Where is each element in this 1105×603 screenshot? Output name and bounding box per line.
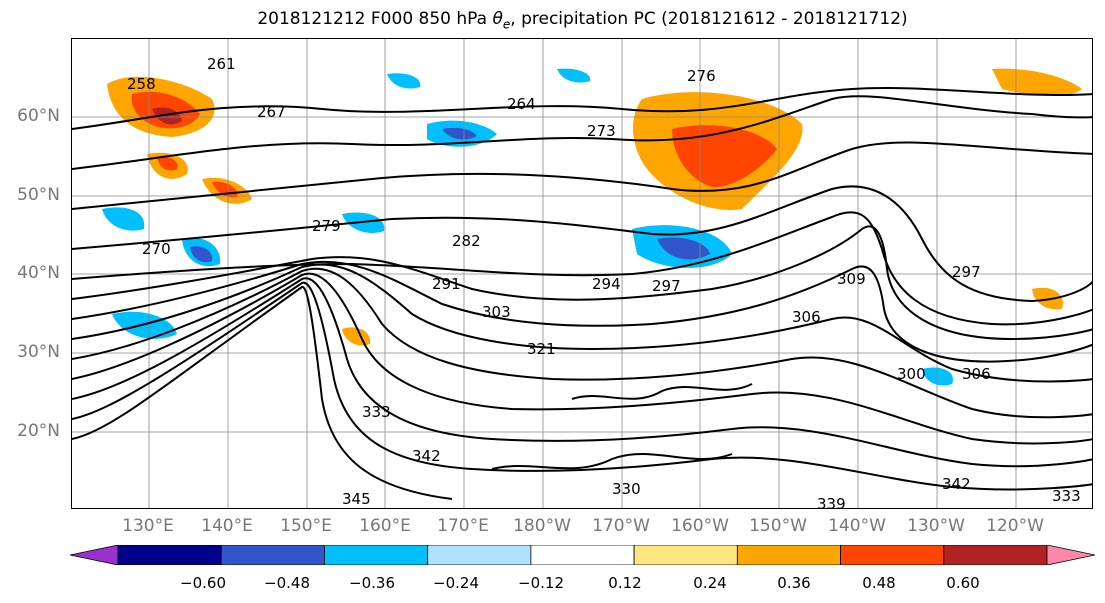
contour-label: 294 [592, 275, 621, 293]
contour-label: 339 [817, 495, 846, 509]
contour-label: 273 [587, 122, 616, 140]
precip-positive-patch [672, 125, 777, 188]
lon-label-130w: 130°W [907, 516, 965, 536]
contour-label: 261 [207, 55, 236, 73]
colorbar-segment [324, 545, 429, 565]
colorbar-segments [70, 545, 1095, 565]
contour-labels: 258 261 264 267 270 273 276 279 282 291 … [127, 55, 1081, 509]
colorbar-extend-max [1046, 545, 1095, 565]
precip-negative-patch [190, 246, 213, 263]
contour-label: 330 [612, 480, 641, 498]
precip-negative-patch [387, 73, 421, 89]
precip-negative-patch [102, 207, 145, 231]
precip-positive-patch [342, 327, 371, 346]
precip-positive-patch [152, 107, 182, 125]
lon-label-160w: 160°W [671, 516, 729, 536]
contour-label: 345 [342, 490, 371, 508]
map-title: 2018121212 F000 850 hPa θe, precipitatio… [257, 9, 908, 32]
colorbar [70, 545, 1095, 565]
precip-positive-patch [992, 68, 1082, 96]
lon-label-170w: 170°W [592, 516, 650, 536]
contour-label: 270 [142, 240, 171, 258]
lat-label-30n: 30°N [17, 342, 60, 362]
colorbar-segment [427, 545, 532, 565]
colorbar-tick-label: −0.12 [518, 574, 564, 592]
colorbar-tick-label: 0.60 [946, 574, 980, 592]
contour-label: 306 [792, 308, 821, 326]
lon-label-180w: 180°W [513, 516, 571, 536]
lon-label-170e: 170°E [437, 516, 489, 536]
contour-label: 264 [507, 95, 536, 113]
colorbar-extend-min [70, 545, 119, 565]
lat-label-50n: 50°N [17, 185, 60, 205]
colorbar-segment [530, 545, 635, 565]
colorbar-tick-label: −0.36 [349, 574, 395, 592]
contour-label: 306 [962, 365, 991, 383]
colorbar-tick-label: −0.24 [433, 574, 479, 592]
precip-positive-patch [157, 156, 178, 171]
lat-label-40n: 40°N [17, 263, 60, 283]
precip-negative-patch [557, 68, 591, 83]
contour-label: 333 [1052, 487, 1081, 505]
colorbar-segment [736, 545, 841, 565]
precip-negative-patch [657, 237, 710, 260]
contour-label: 282 [452, 232, 481, 250]
colorbar-tick-label: 0.48 [862, 574, 896, 592]
contour-label: 276 [687, 67, 716, 85]
lon-label-130e: 130°E [122, 516, 174, 536]
contour-label: 342 [412, 447, 441, 465]
precip-negative-patch [442, 127, 477, 140]
colorbar-segment [633, 545, 738, 565]
contour-label: 303 [482, 303, 511, 321]
contour-label: 300 [897, 365, 926, 383]
precip-positive-patch [1032, 287, 1063, 310]
colorbar-segment [220, 545, 325, 565]
colorbar-tick-label: −0.60 [180, 574, 226, 592]
lat-label-20n: 20°N [17, 421, 60, 441]
colorbar-segment [840, 545, 945, 565]
lon-label-160e: 160°E [359, 516, 411, 536]
contour-label: 258 [127, 75, 156, 93]
map-canvas: 258 261 264 267 270 273 276 279 282 291 … [72, 39, 1092, 509]
theta-e-contours [72, 86, 1092, 500]
colorbar-segment [943, 545, 1048, 565]
contour-label: 267 [257, 103, 286, 121]
precip-negative-patch [922, 367, 953, 386]
lon-label-150w: 150°W [749, 516, 807, 536]
contour-label: 297 [952, 263, 981, 281]
lon-label-150e: 150°E [280, 516, 332, 536]
contour-label: 309 [837, 270, 866, 288]
lon-label-140w: 140°W [828, 516, 886, 536]
lon-label-140e: 140°E [201, 516, 253, 536]
graticule [72, 39, 1092, 508]
contour-label: 291 [432, 275, 461, 293]
colorbar-tick-label: 0.24 [693, 574, 727, 592]
colorbar-tick-label: 0.36 [777, 574, 811, 592]
contour-label: 279 [312, 217, 341, 235]
precip-shading [102, 68, 1082, 386]
contour-label: 333 [362, 403, 391, 421]
colorbar-tick-label: 0.12 [608, 574, 642, 592]
colorbar-segment [117, 545, 222, 565]
lat-label-60n: 60°N [17, 106, 60, 126]
map-panel: 258 261 264 267 270 273 276 279 282 291 … [71, 38, 1093, 509]
colorbar-tick-label: −0.48 [264, 574, 310, 592]
contour-label: 297 [652, 277, 681, 295]
contour-label: 342 [942, 475, 971, 493]
contour-label: 321 [527, 340, 556, 358]
lon-label-120w: 120°W [986, 516, 1044, 536]
